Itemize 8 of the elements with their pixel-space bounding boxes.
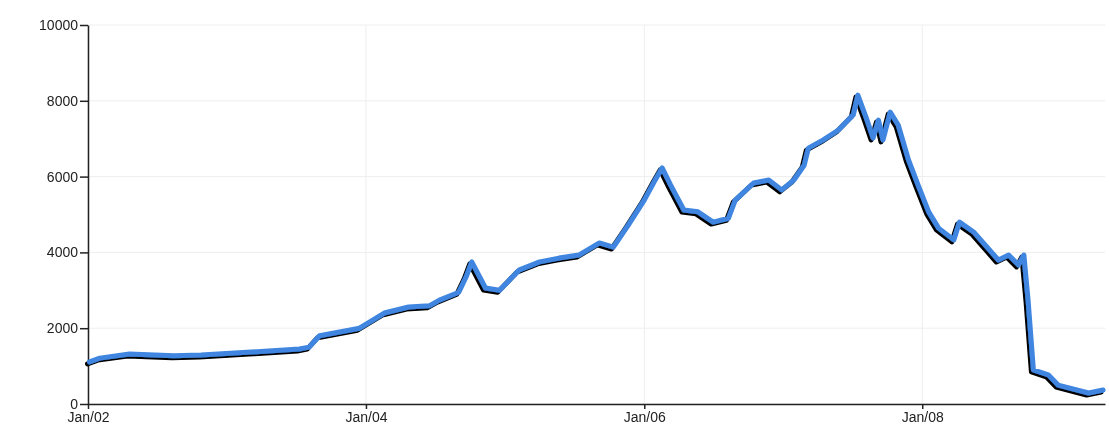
x-tick-label: Jan/06 bbox=[623, 408, 667, 425]
y-tick-label: 10000 bbox=[39, 16, 79, 33]
y-tick-label: 2000 bbox=[46, 320, 79, 337]
x-tick-label: Jan/08 bbox=[901, 408, 944, 425]
y-tick-label: 4000 bbox=[46, 244, 79, 261]
x-tick-label: Jan/04 bbox=[345, 408, 388, 425]
y-tick-label: 6000 bbox=[46, 168, 79, 185]
y-tick-label: 8000 bbox=[46, 92, 79, 109]
